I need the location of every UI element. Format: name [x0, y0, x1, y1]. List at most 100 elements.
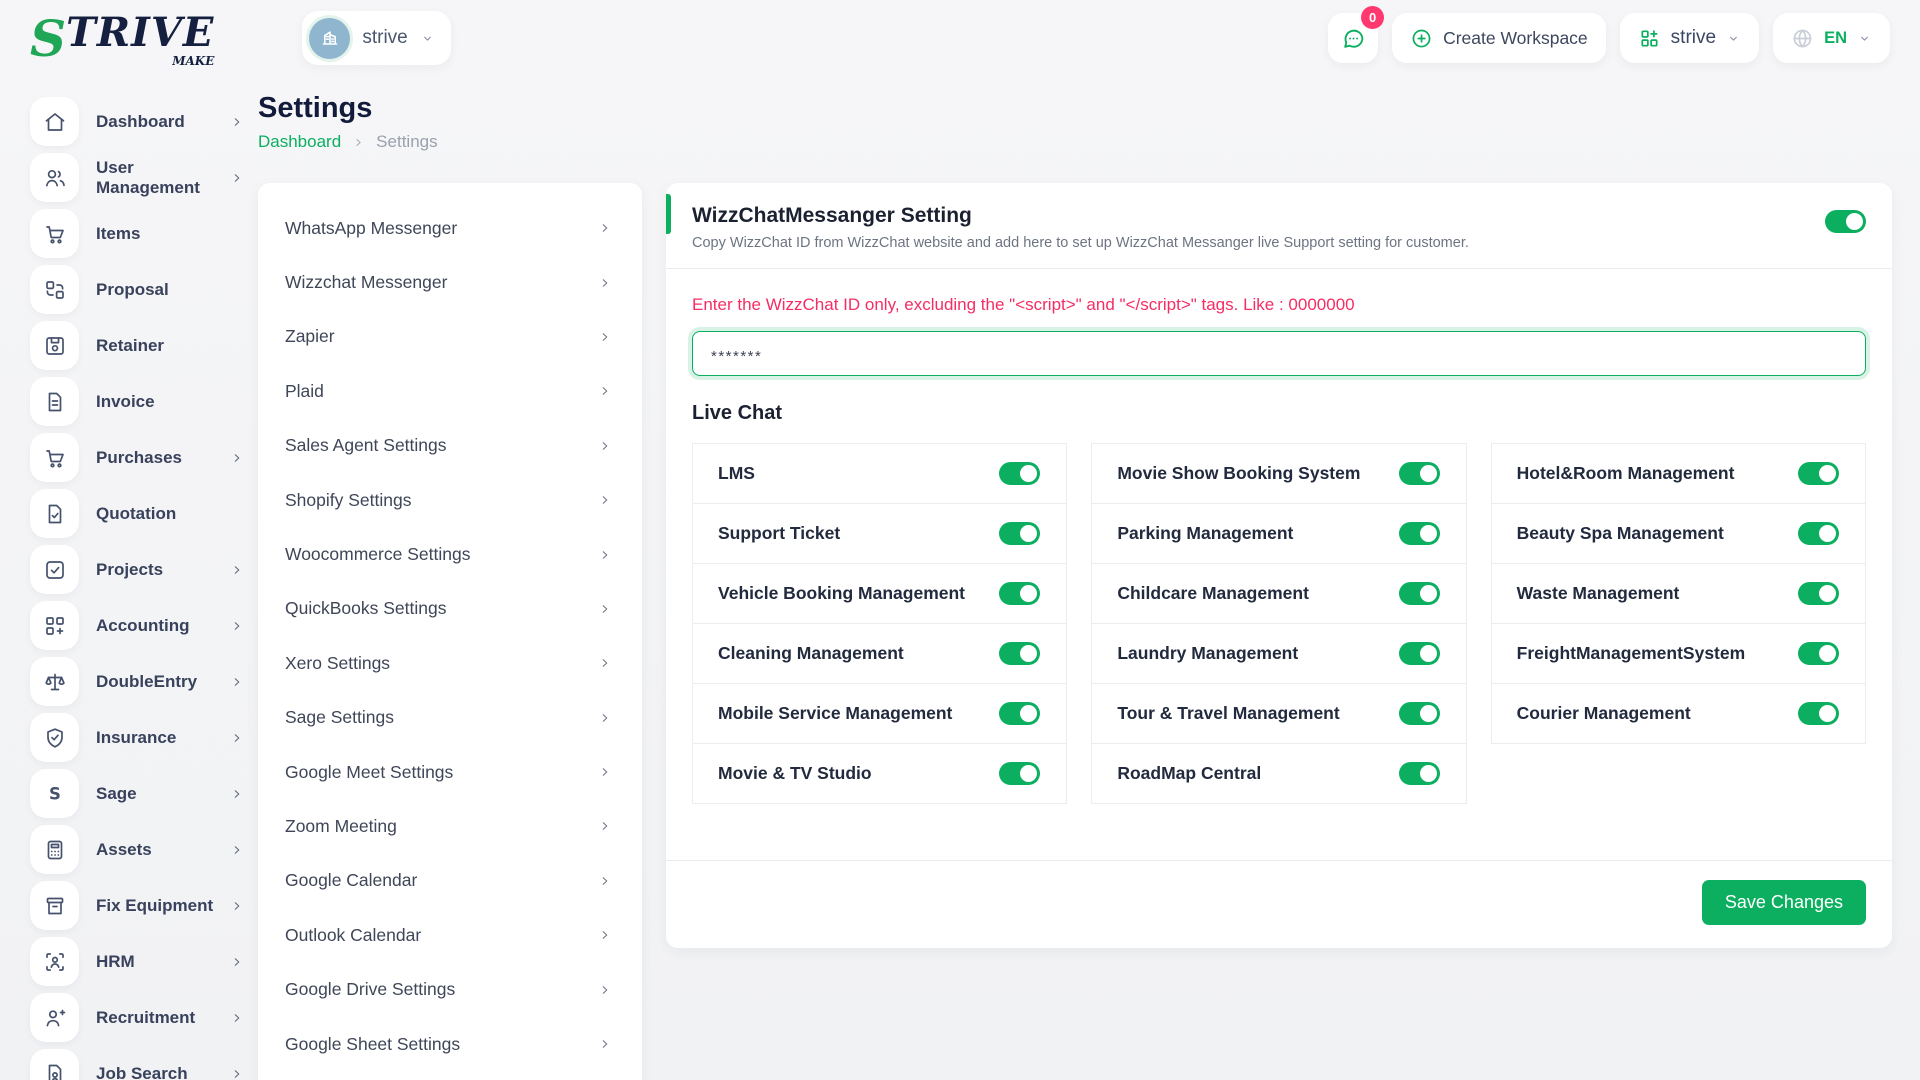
toggle-switch-waste-management[interactable] — [1798, 582, 1839, 605]
toggle-switch-movie-show-booking-system[interactable] — [1399, 462, 1440, 485]
chevron-down-icon — [1726, 31, 1741, 46]
toggle-switch-laundry-management[interactable] — [1399, 642, 1440, 665]
module-label: LMS — [718, 463, 765, 484]
sidebar-item-hrm[interactable]: HRM — [30, 937, 258, 986]
module-label: Parking Management — [1117, 523, 1303, 544]
wizzchat-enable-toggle[interactable] — [1825, 210, 1866, 233]
toggle-switch-childcare-management[interactable] — [1399, 582, 1440, 605]
sidebar-item-dashboard[interactable]: Dashboard — [30, 97, 258, 146]
module-label: FreightManagementSystem — [1517, 643, 1756, 664]
chevron-right-icon — [598, 983, 612, 997]
card-title: WizzChatMessanger Setting — [692, 204, 1469, 228]
settings-nav-item-whatsapp-messenger[interactable]: WhatsApp Messenger — [285, 201, 618, 255]
sidebar-item-retainer[interactable]: Retainer — [30, 321, 258, 370]
toggle-switch-mobile-service-management[interactable] — [999, 702, 1040, 725]
sidebar: Dashboard User Management Items Proposal Ret… — [0, 76, 258, 1080]
sidebar-item-proposal[interactable]: Proposal — [30, 265, 258, 314]
toggle-switch-cleaning-management[interactable] — [999, 642, 1040, 665]
sidebar-item-fix-equipment[interactable]: Fix Equipment — [30, 881, 258, 930]
live-chat-row-cleaning-management: Cleaning Management — [692, 623, 1067, 684]
workspace-dropdown[interactable]: strive — [1620, 13, 1759, 63]
breadcrumb-current: Settings — [376, 132, 437, 152]
sidebar-item-job-search[interactable]: Job Search — [30, 1049, 258, 1080]
settings-nav-item-xero-settings[interactable]: Xero Settings — [285, 636, 618, 690]
settings-nav-item-plaid[interactable]: Plaid — [285, 364, 618, 418]
module-label: RoadMap Central — [1117, 763, 1271, 784]
settings-nav-item-google-drive-settings[interactable]: Google Drive Settings — [285, 962, 618, 1016]
settings-nav-item-sage-settings[interactable]: Sage Settings — [285, 691, 618, 745]
settings-nav-item-google-sheet-settings[interactable]: Google Sheet Settings — [285, 1017, 618, 1071]
chevron-right-icon — [598, 330, 612, 344]
sidebar-item-doubleentry[interactable]: DoubleEntry — [30, 657, 258, 706]
live-chat-row-vehicle-booking-management: Vehicle Booking Management — [692, 563, 1067, 624]
sidebar-item-invoice[interactable]: Invoice — [30, 377, 258, 426]
settings-nav-item-google-meet-settings[interactable]: Google Meet Settings — [285, 745, 618, 799]
toggle-switch-vehicle-booking-management[interactable] — [999, 582, 1040, 605]
settings-nav-card: WhatsApp MessengerWizzchat MessengerZapi… — [258, 183, 642, 1080]
chevron-right-icon — [598, 819, 612, 833]
toggle-switch-freightmanagementsystem[interactable] — [1798, 642, 1839, 665]
toggle-switch-courier-management[interactable] — [1798, 702, 1839, 725]
app-logo: S TRIVE MAKE — [30, 9, 214, 68]
chevron-right-icon — [230, 563, 244, 577]
page-title: Settings — [258, 92, 1892, 125]
create-workspace-label: Create Workspace — [1443, 28, 1588, 49]
settings-nav-item-quickbooks-settings[interactable]: QuickBooks Settings — [285, 582, 618, 636]
live-chat-row-mobile-service-management: Mobile Service Management — [692, 683, 1067, 744]
topbar: S TRIVE MAKE strive 0 Create Workspace — [0, 0, 1920, 76]
live-chat-row-movie-tv-studio: Movie & TV Studio — [692, 743, 1067, 804]
create-workspace-button[interactable]: Create Workspace — [1392, 13, 1606, 63]
chevron-right-icon — [598, 874, 612, 888]
toggle-switch-hotel-room-management[interactable] — [1798, 462, 1839, 485]
sage-letter-icon: S — [30, 769, 79, 818]
sidebar-item-projects[interactable]: Projects — [30, 545, 258, 594]
settings-nav-item-zapier[interactable]: Zapier — [285, 310, 618, 364]
settings-nav-item-google-calendar[interactable]: Google Calendar — [285, 854, 618, 908]
toggle-switch-support-ticket[interactable] — [999, 522, 1040, 545]
toggle-switch-roadmap-central[interactable] — [1399, 762, 1440, 785]
sidebar-item-accounting[interactable]: Accounting — [30, 601, 258, 650]
settings-nav-item-shopify-settings[interactable]: Shopify Settings — [285, 473, 618, 527]
sidebar-item-recruitment[interactable]: Recruitment — [30, 993, 258, 1042]
chevron-right-icon — [598, 656, 612, 670]
settings-nav-item-zoom-meeting[interactable]: Zoom Meeting — [285, 799, 618, 853]
module-label: Support Ticket — [718, 523, 850, 544]
workspace-avatar — [309, 18, 350, 59]
language-dropdown[interactable]: EN — [1773, 13, 1890, 63]
live-chat-row-laundry-management: Laundry Management — [1091, 623, 1466, 684]
sidebar-item-purchases[interactable]: Purchases — [30, 433, 258, 482]
sidebar-item-user-management[interactable]: User Management — [30, 153, 258, 202]
chevron-right-icon — [230, 955, 244, 969]
messages-button[interactable]: 0 — [1328, 13, 1378, 63]
toggle-switch-parking-management[interactable] — [1399, 522, 1440, 545]
sidebar-item-assets[interactable]: Assets — [30, 825, 258, 874]
toggle-switch-tour-travel-management[interactable] — [1399, 702, 1440, 725]
live-chat-row-freightmanagementsystem: FreightManagementSystem — [1491, 623, 1866, 684]
settings-nav-item-outlook-calendar[interactable]: Outlook Calendar — [285, 908, 618, 962]
chevron-right-icon — [230, 171, 244, 185]
save-changes-button[interactable]: Save Changes — [1702, 880, 1866, 925]
accent-bar — [666, 194, 671, 234]
sidebar-item-sage[interactable]: SSage — [30, 769, 258, 818]
breadcrumb-dashboard-link[interactable]: Dashboard — [258, 132, 341, 152]
settings-nav-item-woocommerce-settings[interactable]: Woocommerce Settings — [285, 527, 618, 581]
live-chat-column: Movie Show Booking SystemParking Managem… — [1091, 443, 1466, 804]
card-footer: Save Changes — [666, 860, 1892, 948]
toggle-switch-movie-tv-studio[interactable] — [999, 762, 1040, 785]
chevron-right-icon — [230, 115, 244, 129]
accounting-icon — [30, 601, 79, 650]
settings-nav-item-wizzchat-messenger[interactable]: Wizzchat Messenger — [285, 255, 618, 309]
chevron-down-icon — [420, 31, 435, 46]
settings-nav-item-sales-agent-settings[interactable]: Sales Agent Settings — [285, 419, 618, 473]
workspace-pill[interactable]: strive — [302, 11, 450, 65]
sidebar-item-quotation[interactable]: Quotation — [30, 489, 258, 538]
workspace-dropdown-label: strive — [1671, 27, 1716, 49]
wizzchat-id-input[interactable] — [692, 331, 1866, 376]
live-chat-row-childcare-management: Childcare Management — [1091, 563, 1466, 624]
toggle-switch-beauty-spa-management[interactable] — [1798, 522, 1839, 545]
users-icon — [30, 153, 79, 202]
sidebar-item-items[interactable]: Items — [30, 209, 258, 258]
sidebar-item-insurance[interactable]: Insurance — [30, 713, 258, 762]
toggle-switch-lms[interactable] — [999, 462, 1040, 485]
cart-icon — [30, 433, 79, 482]
